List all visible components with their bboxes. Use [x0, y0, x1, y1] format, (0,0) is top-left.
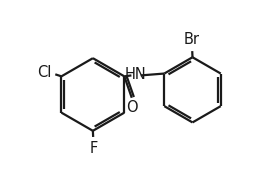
- Text: F: F: [90, 141, 98, 156]
- Text: Cl: Cl: [37, 66, 51, 81]
- Text: HN: HN: [125, 67, 146, 82]
- Text: Br: Br: [184, 32, 199, 47]
- Text: O: O: [126, 100, 138, 115]
